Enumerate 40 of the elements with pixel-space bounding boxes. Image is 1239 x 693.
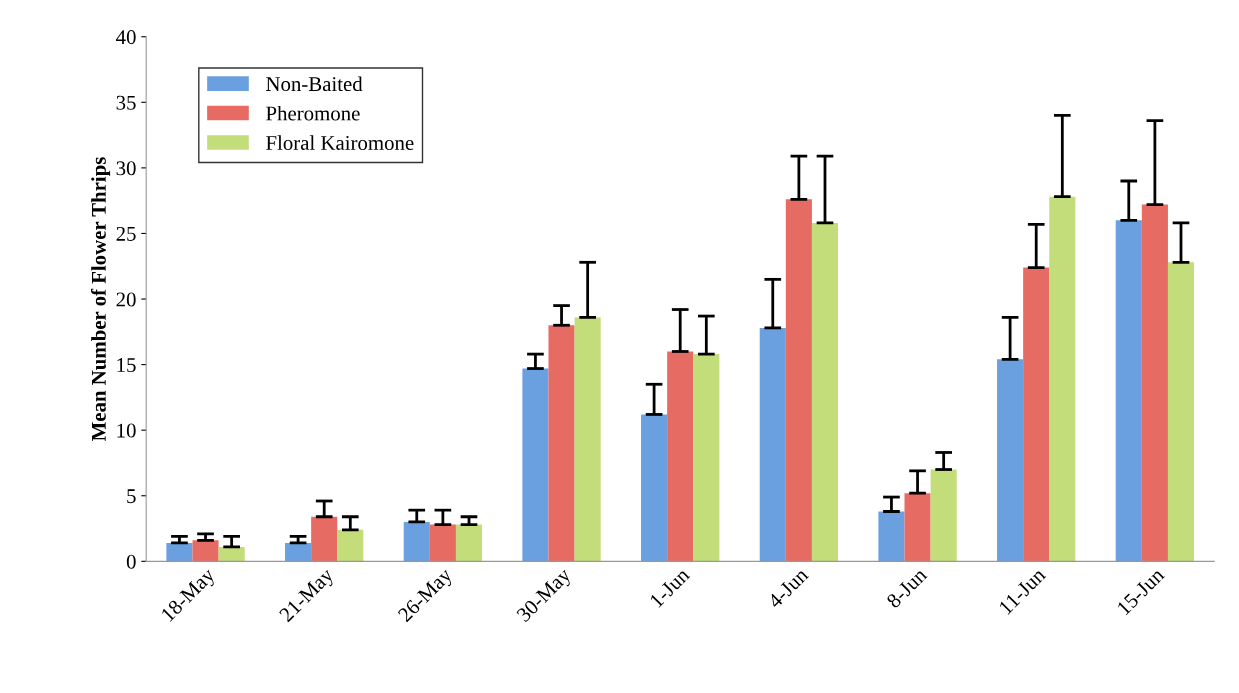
bar <box>1141 204 1168 562</box>
y-tick-label: 5 <box>127 489 136 504</box>
y-tick-label: 35 <box>116 95 136 110</box>
bar <box>337 529 364 562</box>
bar <box>878 511 905 562</box>
y-tick-label: 30 <box>116 161 136 176</box>
y-axis-title: Mean Number of Flower Thrips <box>90 157 111 442</box>
bar <box>904 493 931 562</box>
bar <box>811 222 839 562</box>
y-tick-label: 0 <box>126 554 136 569</box>
bar <box>641 414 668 562</box>
bar <box>759 327 786 562</box>
y-tick-label: 40 <box>116 30 136 45</box>
bar <box>455 524 483 562</box>
legend-label: Floral Kairomone <box>266 135 414 150</box>
bar <box>1023 267 1050 562</box>
y-tick-label: 25 <box>116 226 136 241</box>
bar <box>218 546 245 562</box>
bar <box>522 368 549 562</box>
bar <box>192 540 219 562</box>
bar <box>997 359 1024 562</box>
bar <box>1167 262 1195 562</box>
bar <box>785 199 812 562</box>
bar <box>311 516 338 562</box>
bar <box>930 469 957 562</box>
bar <box>1049 196 1076 562</box>
bar <box>403 521 430 562</box>
bar <box>574 317 601 562</box>
y-tick-label: 20 <box>116 292 136 307</box>
bar <box>548 325 575 562</box>
y-tick-label: 15 <box>117 358 136 373</box>
legend-label: Non-Baited <box>266 76 363 92</box>
bar <box>1115 220 1142 562</box>
bar <box>285 542 312 562</box>
bar <box>429 524 456 562</box>
bar <box>667 351 694 562</box>
bar <box>693 354 720 562</box>
bar <box>166 542 193 562</box>
legend-label: Pheromone <box>266 105 360 121</box>
y-tick-label: 10 <box>117 423 136 438</box>
